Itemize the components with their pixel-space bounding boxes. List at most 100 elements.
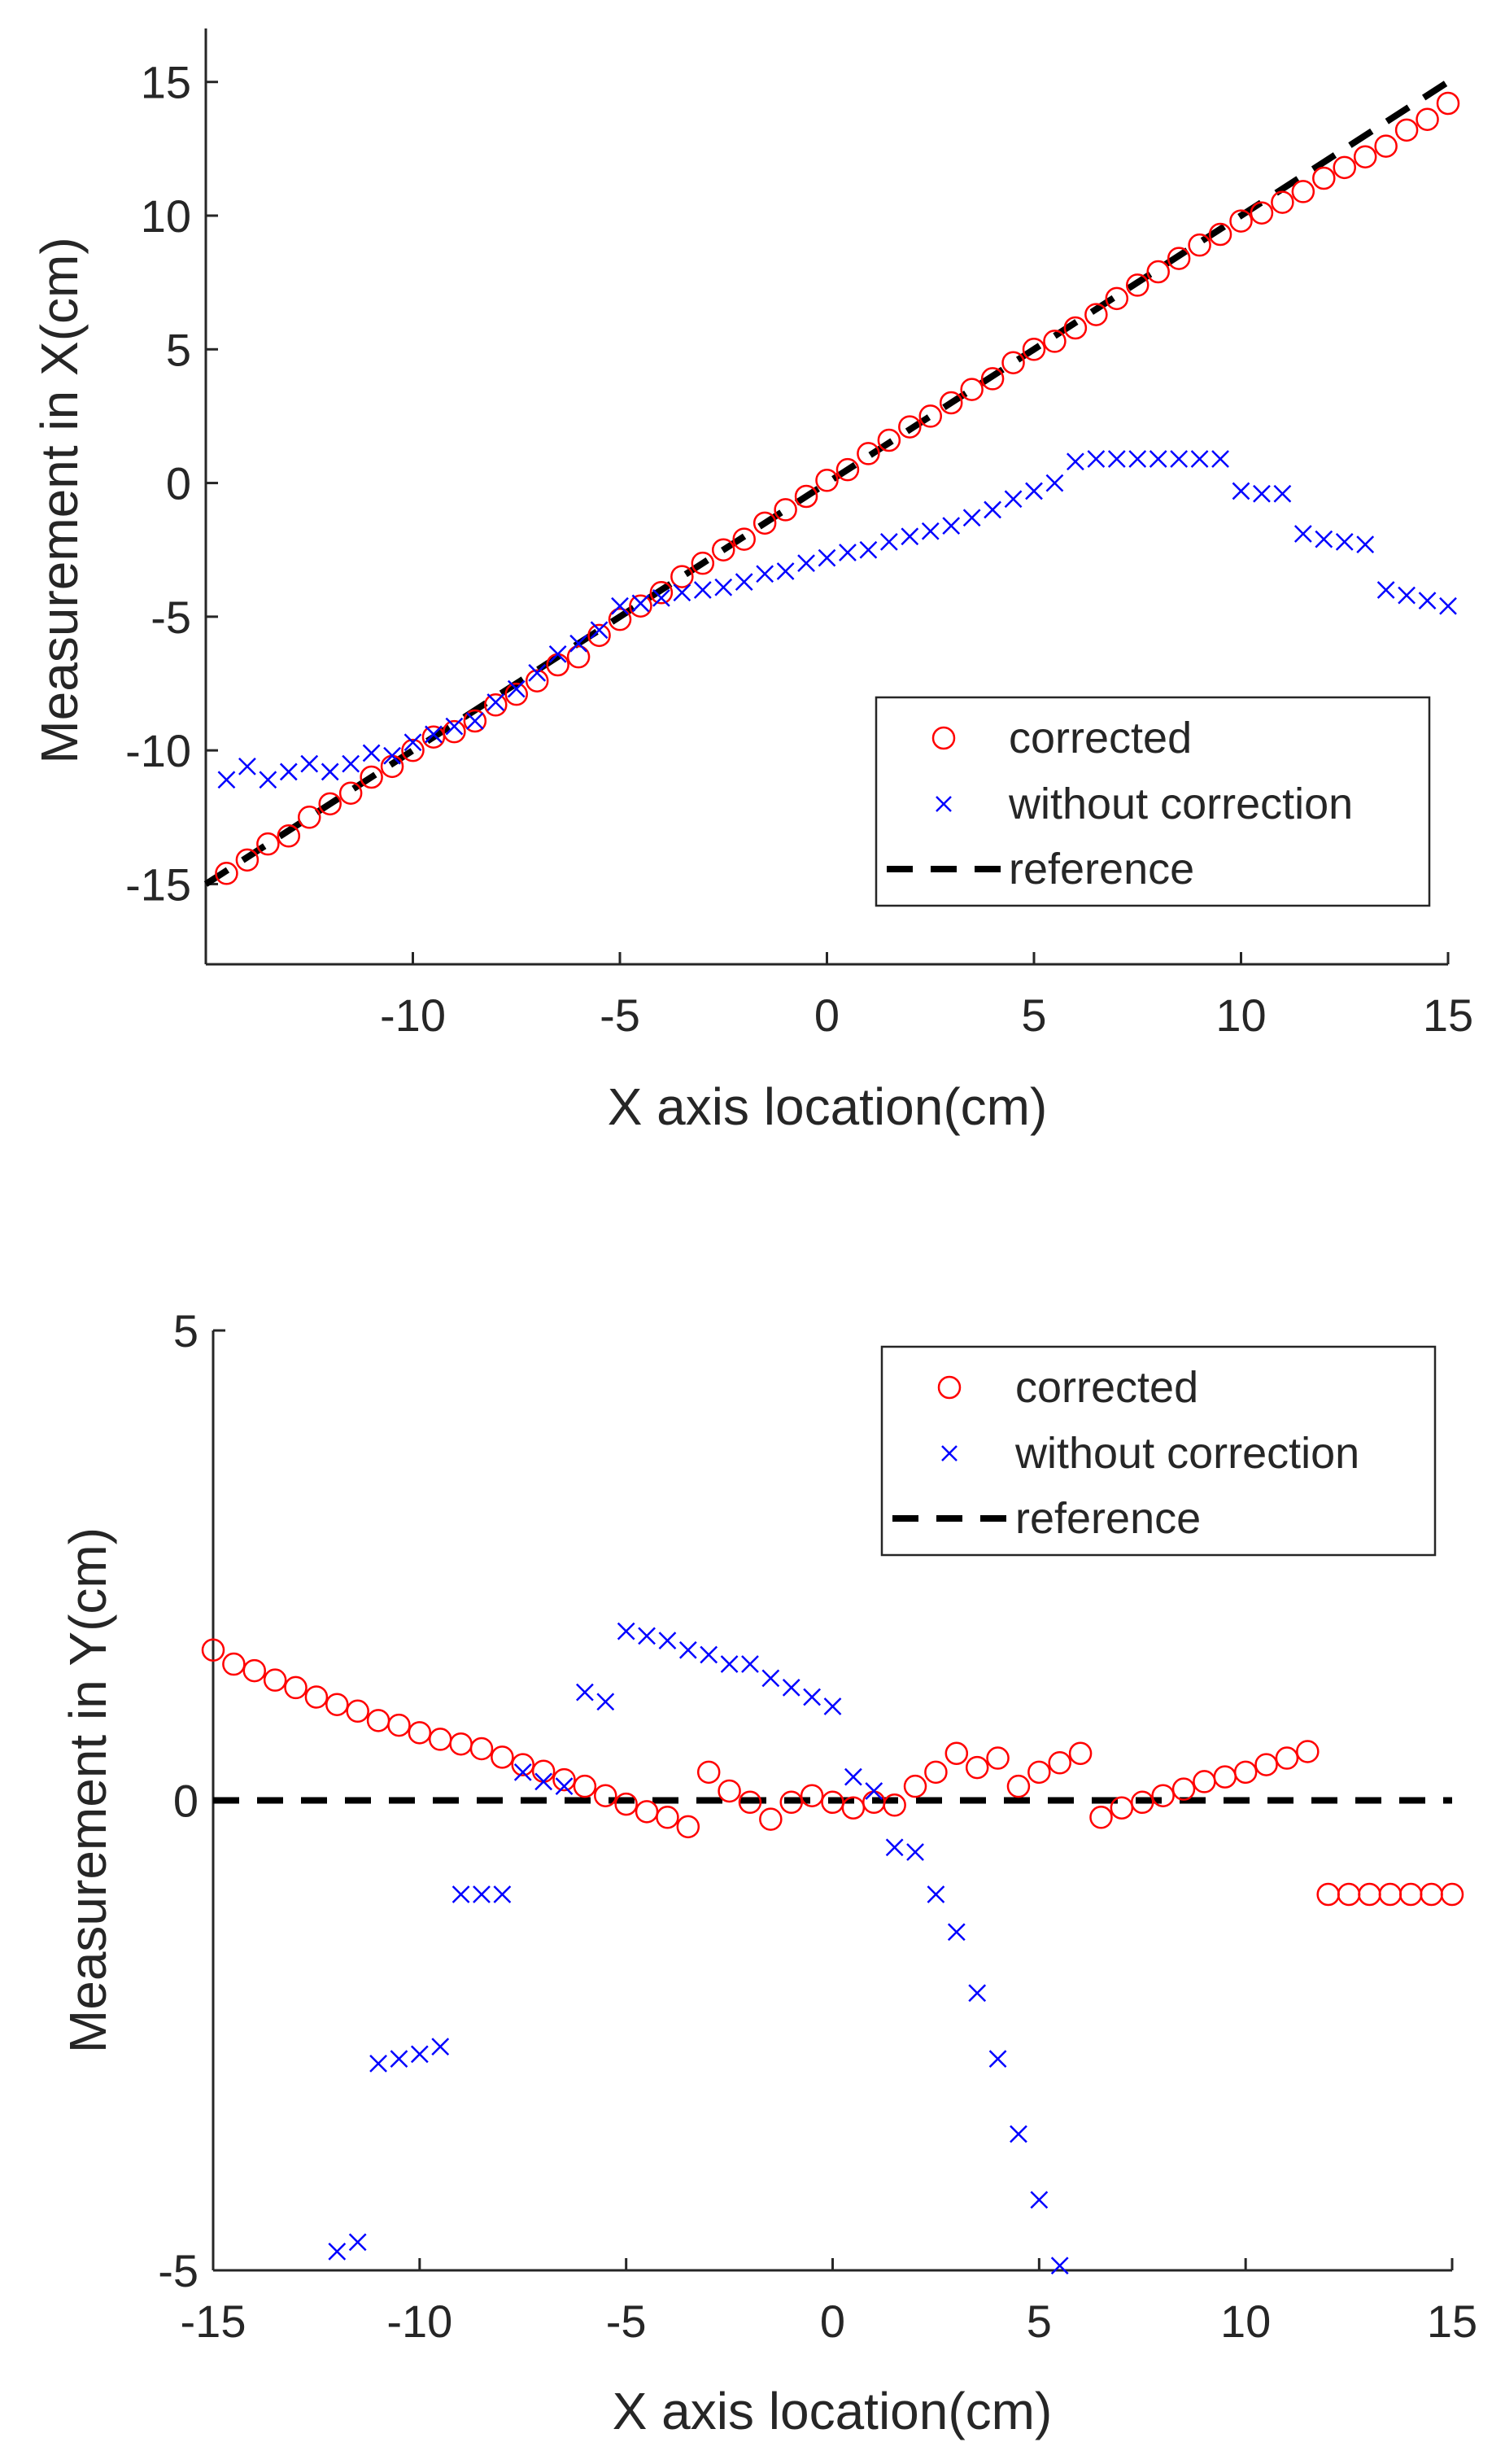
bottom-corrected-point (965, 1755, 989, 1780)
top-uncorrected-point (259, 771, 277, 789)
top-uncorrected-point (1273, 484, 1292, 503)
top-uncorrected-point (693, 581, 712, 599)
top-x-ticks: -10 -5 0 5 10 15 (380, 952, 1473, 1041)
top-corrected-point (1063, 316, 1088, 340)
top-corrected-point (752, 511, 777, 535)
bottom-x-tick-label: -5 (606, 2296, 647, 2347)
top-corrected-point (1084, 303, 1108, 326)
top-corrected-point (1167, 247, 1191, 270)
bottom-corrected-point (552, 1767, 576, 1792)
top-legend-uncorrected-label: without correction (1008, 780, 1353, 828)
bottom-uncorrected-point (658, 1632, 677, 1650)
top-corrected-point (360, 765, 383, 789)
top-corrected-point (857, 442, 880, 465)
bottom-corrected-point (924, 1760, 948, 1785)
bottom-corrected-point (263, 1668, 287, 1692)
top-x-tick-label: 10 (1215, 990, 1266, 1041)
bottom-corrected-point (222, 1652, 246, 1676)
bottom-corrected-point (1193, 1770, 1216, 1793)
top-corrected-point (1394, 118, 1419, 142)
bottom-corrected-point (201, 1638, 225, 1662)
bottom-y-tick-label: 5 (173, 1305, 198, 1357)
top-uncorrected-point (1439, 596, 1457, 615)
top-uncorrected-point (465, 712, 484, 730)
bottom-corrected-point (1068, 1741, 1093, 1765)
bottom-corrected-point (491, 1745, 514, 1769)
top-corrected-point (1022, 338, 1046, 361)
top-corrected-point (1146, 260, 1170, 284)
top-uncorrected-point (321, 762, 339, 781)
top-uncorrected-point (569, 634, 587, 653)
top-corrected-point (463, 709, 487, 733)
bottom-corrected-point (1171, 1777, 1196, 1801)
top-corrected-point (318, 792, 342, 816)
top-uncorrected-point (1107, 450, 1126, 468)
top-corrected-point (608, 607, 632, 631)
top-uncorrected-point (1004, 490, 1023, 509)
top-uncorrected-point (486, 693, 505, 711)
top-corrected-point (960, 378, 984, 401)
bottom-corrected-point (284, 1675, 308, 1700)
bottom-corrected-point (1440, 1882, 1464, 1907)
bottom-legend-reference-label: reference (1015, 1494, 1201, 1543)
top-uncorrected-point (1418, 592, 1437, 610)
top-uncorrected-point (714, 578, 733, 596)
bottom-uncorrected-point (576, 1683, 594, 1702)
bottom-uncorrected-point (473, 1885, 491, 1903)
bottom-uncorrected-point (678, 1640, 697, 1659)
bottom-corrected-point (1337, 1882, 1361, 1907)
bottom-uncorrected-point (906, 1843, 924, 1861)
bottom-y-tick-label: 0 (173, 1776, 198, 1827)
bottom-corrected-point (1398, 1882, 1423, 1907)
top-uncorrected-point (1128, 450, 1147, 468)
bottom-uncorrected-point (1010, 2125, 1027, 2143)
top-uncorrected-point (962, 509, 981, 527)
bottom-corrected-point (242, 1658, 267, 1683)
top-corrected-point (1436, 91, 1460, 116)
bottom-corrected-point (1213, 1765, 1237, 1789)
top-uncorrected-point (859, 540, 878, 559)
top-uncorrected-point (445, 717, 464, 736)
top-uncorrected-point (1356, 535, 1375, 554)
bottom-x-ticks: -15 -10 -5 0 5 10 15 (181, 2258, 1477, 2347)
top-corrected-point (587, 623, 611, 648)
bottom-corrected-point (1254, 1753, 1278, 1776)
top-uncorrected-point (507, 679, 526, 698)
bottom-uncorrected-point (720, 1655, 739, 1673)
top-x-tick-label: 5 (1021, 990, 1046, 1041)
bottom-uncorrected-point (885, 1838, 904, 1857)
bottom-corrected-point (1131, 1790, 1154, 1815)
bottom-uncorrected-point (988, 2050, 1007, 2069)
top-uncorrected-point (942, 517, 961, 535)
bottom-corrected-point (903, 1774, 927, 1798)
top-uncorrected-series (217, 450, 1457, 789)
top-corrected-point (691, 551, 715, 575)
bottom-uncorrected-point (431, 2038, 450, 2056)
top-corrected-point (774, 498, 797, 522)
bottom-uncorrected-point (761, 1669, 780, 1688)
bottom-corrected-point (1027, 1760, 1051, 1785)
top-corrected-point (980, 367, 1005, 391)
top-y-tick-label: -15 (125, 858, 191, 910)
bottom-corrected-point (1316, 1882, 1340, 1907)
bottom-uncorrected-point (328, 2243, 347, 2261)
bottom-corrected-point (366, 1709, 390, 1732)
bottom-uncorrected-series (328, 1622, 1069, 2275)
top-uncorrected-point (217, 771, 236, 789)
bottom-corrected-point (1378, 1882, 1402, 1907)
top-uncorrected-point (590, 621, 609, 640)
bottom-uncorrected-point (844, 1767, 862, 1786)
top-uncorrected-point (548, 644, 567, 663)
top-uncorrected-point (818, 548, 836, 567)
bottom-corrected-point (718, 1779, 741, 1803)
bottom-uncorrected-point (534, 1772, 553, 1791)
top-legend-corrected-marker (931, 726, 956, 750)
bottom-corrected-point (1006, 1774, 1031, 1798)
top-corrected-point (939, 391, 963, 415)
top-uncorrected-point (425, 725, 443, 744)
bottom-legend-box (880, 1345, 1437, 1557)
top-corrected-point (1250, 201, 1274, 225)
top-corrected-point (215, 862, 238, 885)
top-corrected-point (1043, 330, 1067, 353)
